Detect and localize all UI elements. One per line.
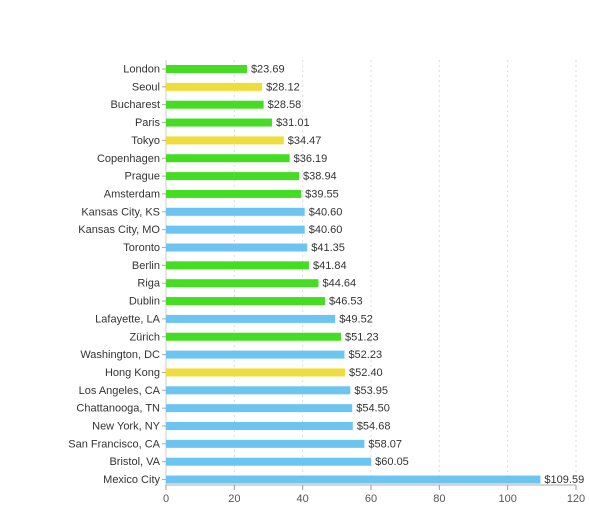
value-label: $23.69: [251, 64, 285, 76]
value-label: $52.23: [348, 349, 382, 361]
category-label: Zürich: [129, 331, 160, 343]
bar: [166, 332, 342, 341]
bar: [166, 368, 346, 377]
bars-layer: [166, 65, 541, 484]
category-label: Tokyo: [131, 135, 160, 147]
category-label: Kansas City, MO: [78, 224, 160, 236]
category-label: Bristol, VA: [109, 456, 160, 468]
category-label: Los Angeles, CA: [79, 385, 161, 397]
x-tick-label: 0: [163, 493, 169, 505]
value-label: $40.60: [309, 224, 343, 236]
bar: [166, 189, 302, 198]
bar: [166, 118, 272, 127]
bar: [166, 404, 353, 413]
value-label: $41.84: [313, 260, 347, 272]
category-label: San Francisco, CA: [68, 438, 160, 450]
value-label: $54.68: [357, 421, 391, 433]
bar: [166, 172, 300, 181]
category-label: Bucharest: [110, 99, 160, 111]
x-tick-label: 60: [365, 493, 377, 505]
bar: [166, 422, 353, 430]
value-label: $39.55: [305, 188, 339, 200]
value-label: $40.60: [309, 206, 343, 218]
axis-layer: 0 20 40 60 80 100 120: [162, 60, 585, 505]
value-label: $49.52: [339, 313, 373, 325]
value-label: $46.53: [329, 296, 363, 308]
value-label: $28.58: [268, 99, 302, 111]
category-label: Hong Kong: [105, 367, 160, 379]
x-tick-label: 100: [498, 493, 516, 505]
category-label: Seoul: [132, 81, 160, 93]
bar: [166, 136, 284, 145]
bar: [166, 243, 308, 252]
value-label: $41.35: [311, 242, 345, 254]
bar: [166, 314, 336, 323]
x-tick-label: 20: [228, 493, 240, 505]
value-label: $38.94: [303, 171, 337, 183]
category-label: Chattanooga, TN: [76, 403, 160, 415]
x-tick-label: 120: [567, 493, 585, 505]
value-label: $60.05: [375, 456, 409, 468]
category-label: Kansas City, KS: [81, 206, 160, 218]
value-label: $53.95: [354, 385, 388, 397]
category-label: Prague: [125, 171, 160, 183]
category-label: Washington, DC: [80, 349, 160, 361]
bar: [166, 207, 305, 216]
value-label: $44.64: [323, 278, 357, 290]
bar: [166, 386, 351, 395]
value-label: $28.12: [266, 81, 300, 93]
bar: [166, 261, 309, 270]
category-label: Copenhagen: [97, 153, 160, 165]
category-label: Mexico City: [103, 474, 160, 486]
bar: [166, 65, 247, 73]
value-label: $52.40: [349, 367, 383, 379]
value-label: $31.01: [276, 117, 310, 129]
category-label: Riga: [137, 278, 161, 290]
bar: [166, 475, 541, 484]
value-label: $36.19: [294, 153, 328, 165]
grid-layer: [233, 60, 577, 485]
category-label: Amsterdam: [104, 188, 160, 200]
category-label: Paris: [135, 117, 161, 129]
value-label: $51.23: [345, 331, 379, 343]
category-label: Lafayette, LA: [95, 313, 160, 325]
bar: [166, 100, 264, 109]
bar: [166, 154, 290, 163]
bar: [166, 439, 365, 448]
value-label: $54.50: [356, 403, 390, 415]
x-tick-label: 40: [297, 493, 309, 505]
value-label: $58.07: [368, 438, 402, 450]
value-label: $34.47: [288, 135, 322, 147]
x-tick-label: 80: [433, 493, 445, 505]
labels-layer: London $23.69 Seoul $28.12 Bucharest $28.58 Pa…: [68, 64, 584, 487]
category-label: Dublin: [129, 296, 160, 308]
category-label: New York, NY: [92, 421, 161, 433]
bar: [166, 225, 305, 234]
category-label: London: [123, 64, 160, 76]
bar: [166, 279, 319, 288]
value-label: $109.59: [544, 474, 584, 486]
bar: [166, 297, 325, 306]
category-label: Toronto: [123, 242, 160, 254]
bar: [166, 82, 263, 91]
bar: [166, 350, 345, 359]
bar: [166, 457, 372, 466]
category-label: Berlin: [132, 260, 160, 272]
